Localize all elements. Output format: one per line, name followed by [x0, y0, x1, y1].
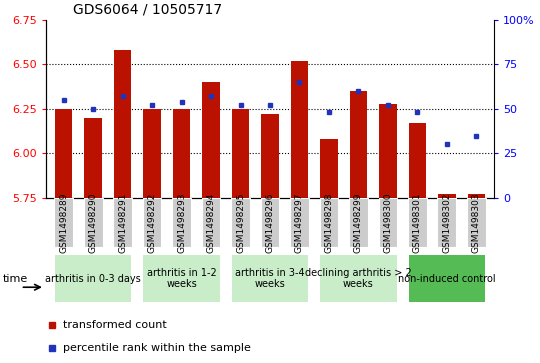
Text: GSM1498289: GSM1498289: [59, 192, 68, 253]
Text: GSM1498300: GSM1498300: [383, 192, 393, 253]
Bar: [349, 198, 368, 247]
Bar: [113, 198, 132, 247]
Text: GSM1498295: GSM1498295: [236, 192, 245, 253]
Text: time: time: [3, 274, 28, 284]
Text: GSM1498292: GSM1498292: [147, 192, 157, 253]
Bar: [114, 50, 131, 198]
Text: declining arthritis > 2
weeks: declining arthritis > 2 weeks: [305, 268, 412, 289]
Bar: [201, 198, 220, 247]
Bar: [438, 194, 456, 198]
Text: non-induced control: non-induced control: [398, 274, 496, 284]
Text: transformed count: transformed count: [63, 321, 167, 330]
Bar: [55, 255, 131, 302]
Bar: [320, 255, 397, 302]
Bar: [437, 198, 456, 247]
Bar: [349, 91, 367, 198]
Text: GSM1498302: GSM1498302: [442, 192, 451, 253]
Bar: [320, 139, 338, 198]
Bar: [143, 109, 161, 198]
Bar: [408, 198, 427, 247]
Text: GSM1498299: GSM1498299: [354, 192, 363, 253]
Bar: [379, 198, 397, 247]
Text: arthritis in 3-4
weeks: arthritis in 3-4 weeks: [235, 268, 305, 289]
Text: GSM1498301: GSM1498301: [413, 192, 422, 253]
Text: GSM1498303: GSM1498303: [472, 192, 481, 253]
Bar: [54, 198, 73, 247]
Text: arthritis in 1-2
weeks: arthritis in 1-2 weeks: [147, 268, 217, 289]
Bar: [290, 198, 309, 247]
Bar: [379, 103, 397, 198]
Bar: [467, 198, 486, 247]
Bar: [173, 109, 191, 198]
Bar: [291, 61, 308, 198]
Bar: [84, 118, 102, 198]
Text: GSM1498298: GSM1498298: [325, 192, 334, 253]
Bar: [232, 109, 249, 198]
Bar: [231, 198, 250, 247]
Bar: [261, 114, 279, 198]
Bar: [232, 255, 308, 302]
Text: GSM1498296: GSM1498296: [266, 192, 274, 253]
Bar: [55, 109, 72, 198]
Text: GSM1498297: GSM1498297: [295, 192, 304, 253]
Bar: [468, 194, 485, 198]
Text: arthritis in 0-3 days: arthritis in 0-3 days: [45, 274, 141, 284]
Bar: [409, 255, 485, 302]
Bar: [143, 198, 161, 247]
Bar: [143, 255, 220, 302]
Text: GSM1498291: GSM1498291: [118, 192, 127, 253]
Bar: [84, 198, 103, 247]
Bar: [409, 123, 426, 198]
Bar: [261, 198, 279, 247]
Bar: [172, 198, 191, 247]
Text: GSM1498290: GSM1498290: [89, 192, 98, 253]
Text: GSM1498294: GSM1498294: [206, 192, 215, 253]
Bar: [202, 82, 220, 198]
Bar: [320, 198, 339, 247]
Text: GDS6064 / 10505717: GDS6064 / 10505717: [73, 2, 222, 16]
Text: GSM1498293: GSM1498293: [177, 192, 186, 253]
Text: percentile rank within the sample: percentile rank within the sample: [63, 343, 251, 352]
